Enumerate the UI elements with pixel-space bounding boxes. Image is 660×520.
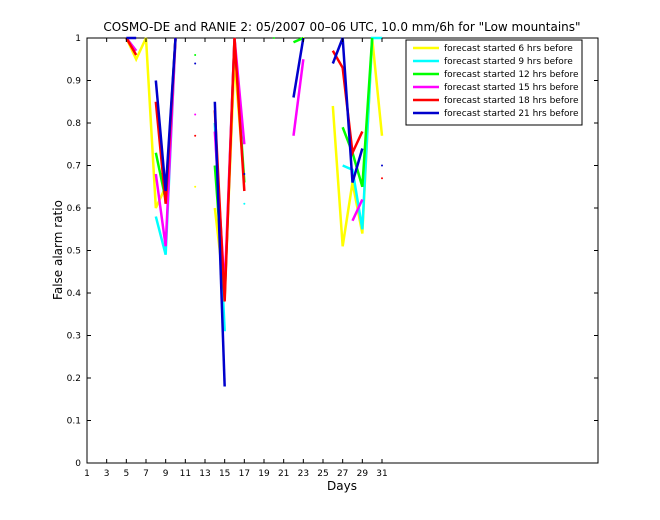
series-line bbox=[292, 59, 305, 136]
y-tick-label: 0.4 bbox=[67, 289, 82, 299]
y-tick-label: 0.9 bbox=[67, 77, 82, 87]
data-point bbox=[194, 54, 197, 56]
series-line bbox=[213, 101, 226, 387]
ticks-layer: 1 3 5 7 9 11 13 15 17 19 21 23 25 27 29 3100.10.20.30.4… bbox=[67, 34, 598, 479]
y-tick-label: 0.5 bbox=[67, 247, 81, 257]
legend-box bbox=[405, 39, 583, 126]
series-line bbox=[342, 36, 382, 230]
series-line bbox=[154, 37, 177, 192]
legend-entry: forecast started 9 hrs before bbox=[444, 57, 573, 67]
y-axis-label: False alarm ratio bbox=[51, 200, 65, 300]
x-tick-label: 9 bbox=[163, 469, 169, 479]
y-tick-label: 0.7 bbox=[67, 162, 81, 172]
x-tick-label: 15 bbox=[219, 469, 230, 479]
series-line bbox=[351, 198, 364, 222]
data-point bbox=[243, 202, 246, 205]
legend-entry: forecast started 12 hrs before bbox=[444, 70, 579, 80]
x-tick-label: 3 bbox=[104, 469, 110, 479]
series-6 bbox=[126, 36, 383, 387]
data-point bbox=[194, 134, 197, 137]
y-tick-label: 0.8 bbox=[67, 119, 82, 129]
x-tick-label: 1 bbox=[84, 469, 90, 479]
series-line bbox=[293, 36, 304, 44]
x-tick-label: 21 bbox=[278, 469, 289, 479]
legend-entry: forecast started 21 hrs before bbox=[444, 109, 579, 119]
x-tick-label: 25 bbox=[317, 469, 328, 479]
data-point bbox=[272, 37, 275, 39]
series-line bbox=[125, 37, 138, 56]
data-point bbox=[194, 185, 197, 188]
y-tick-label: 0.6 bbox=[67, 204, 82, 214]
legend: forecast started 6 hrs before forecast st… bbox=[405, 39, 583, 126]
data-point bbox=[243, 173, 246, 175]
x-tick-label: 7 bbox=[143, 469, 149, 479]
x-tick-label: 23 bbox=[298, 469, 309, 479]
series-line bbox=[292, 37, 305, 98]
legend-entry: forecast started 18 hrs before bbox=[444, 96, 579, 106]
legend-entry: forecast started 15 hrs before bbox=[444, 83, 579, 93]
chart-title: COSMO-DE and RANIE 2: 05/2007 00–06 UTC,… bbox=[103, 20, 580, 34]
x-tick-label: 11 bbox=[180, 469, 191, 479]
x-tick-label: 31 bbox=[376, 469, 387, 479]
y-tick-label: 0.2 bbox=[67, 374, 81, 384]
x-tick-label: 13 bbox=[199, 469, 210, 479]
x-tick-label: 27 bbox=[337, 469, 348, 479]
series-line bbox=[331, 37, 364, 183]
x-axis-label: Days bbox=[327, 479, 357, 493]
y-tick-label: 0.3 bbox=[67, 332, 81, 342]
data-point bbox=[381, 177, 383, 180]
x-tick-label: 5 bbox=[123, 469, 129, 479]
x-tick-label: 29 bbox=[357, 469, 369, 479]
series-line bbox=[213, 37, 246, 302]
legend-entry: forecast started 6 hrs before bbox=[444, 44, 573, 54]
x-tick-label: 17 bbox=[239, 469, 250, 479]
y-tick-label: 0 bbox=[75, 459, 81, 469]
y-tick-label: 0.1 bbox=[67, 417, 81, 427]
y-tick-label: 1 bbox=[75, 34, 81, 44]
data-point bbox=[194, 113, 197, 116]
data-point bbox=[194, 62, 197, 65]
data-point bbox=[381, 164, 383, 167]
x-tick-label: 19 bbox=[258, 469, 270, 479]
series-layer bbox=[125, 36, 384, 387]
